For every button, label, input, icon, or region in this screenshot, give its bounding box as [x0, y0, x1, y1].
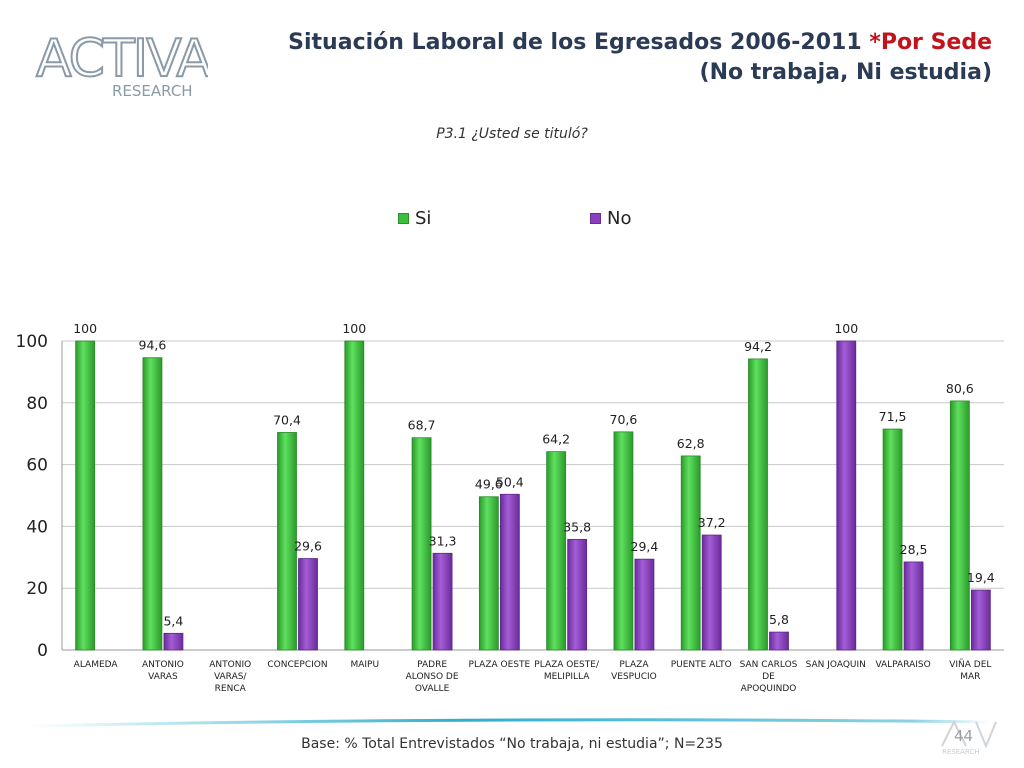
y-tick-label: 40 [26, 517, 48, 537]
data-label-no: 35,8 [563, 519, 591, 534]
x-tick-label: CONCEPCION [267, 660, 327, 670]
x-tick-label: PUENTE ALTO [671, 660, 732, 670]
bar-no [701, 534, 722, 651]
bar-no [298, 558, 318, 651]
data-label-si: 100 [73, 321, 97, 336]
x-tick-label: MAR [960, 672, 980, 682]
x-tick-label: VARAS/ [214, 672, 247, 682]
legend-label-si: Si [415, 208, 432, 229]
bar-no [567, 538, 588, 651]
data-label-si: 62,8 [677, 436, 705, 451]
data-label-si: 94,6 [139, 338, 167, 353]
y-tick-label: 80 [26, 394, 48, 414]
x-tick-label: ANTONIO [209, 660, 251, 670]
x-tick-label: OVALLE [415, 684, 450, 694]
data-label-si: 70,4 [273, 412, 301, 427]
data-label-no: 31,3 [429, 533, 457, 548]
x-tick-label: SAN JOAQUIN [806, 660, 866, 670]
x-tick-label: SAN CARLOS [740, 660, 798, 670]
x-tick-label: PADRE [417, 660, 447, 670]
bar-no [432, 552, 453, 651]
bar-si [75, 340, 96, 651]
data-label-si: 80,6 [946, 381, 974, 396]
x-tick-label: DE [762, 672, 775, 682]
y-tick-label: 100 [16, 332, 48, 352]
x-tick-label: MAIPU [350, 660, 379, 670]
data-label-si: 64,2 [542, 432, 570, 447]
logo-sub: RESEARCH [112, 82, 193, 100]
data-label-si: 71,5 [879, 409, 907, 424]
base-note: Base: % Total Entrevistados “No trabaja,… [301, 736, 723, 752]
data-label-no: 5,4 [163, 613, 183, 628]
chart-title: P3.1 ¿Usted se tituló? [436, 126, 588, 142]
data-label-si: 100 [342, 321, 366, 336]
logo-word: ACTIVA [36, 29, 208, 89]
footer-swoosh [29, 718, 991, 728]
slide-title: Situación Laboral de los Egresados 2006-… [288, 28, 992, 88]
data-label-no: 29,6 [294, 539, 322, 554]
data-label-no: 5,8 [769, 612, 789, 627]
bar-si [949, 400, 970, 651]
bar-no [163, 632, 184, 651]
legend-item-no: No [590, 208, 631, 229]
svg-text:RESEARCH: RESEARCH [942, 748, 980, 756]
x-tick-label: ALONSO DE [406, 672, 459, 682]
x-tick-label: PLAZA [619, 660, 649, 670]
data-label-no: 50,4 [496, 474, 524, 489]
bar-no [634, 558, 655, 651]
legend-swatch-no [590, 213, 601, 224]
title-main: Situación Laboral de los Egresados 2006-… [288, 30, 870, 55]
page-number: 44 [954, 727, 974, 745]
y-tick-label: 60 [26, 456, 48, 476]
data-label-si: 49,6 [475, 477, 503, 492]
title-subtitle: (No trabaja, Ni estudia) [699, 60, 992, 85]
bar-no [769, 631, 789, 651]
data-label-no: 37,2 [698, 515, 726, 530]
data-label-no: 100 [834, 321, 858, 336]
x-tick-label: VALPARAISO [875, 660, 930, 670]
bar-si [613, 431, 634, 651]
x-tick-label: MELIPILLA [544, 672, 590, 682]
title-accent: *Por Sede [869, 30, 992, 55]
bar-si [344, 340, 365, 651]
y-tick-label: 20 [26, 579, 48, 599]
data-label-si: 68,7 [408, 418, 436, 433]
data-label-no: 19,4 [967, 570, 995, 585]
x-tick-label: ALAMEDA [74, 660, 119, 670]
x-tick-label: APOQUINDO [741, 684, 797, 694]
bar-chart: 0 20 40 60 80 100 100 ALAMEDA 94,6 5,4 ANTONIO VARA… [16, 321, 1004, 694]
y-tick-label: 0 [37, 641, 48, 661]
legend-label-no: No [607, 208, 632, 229]
bar-no [903, 561, 924, 651]
x-tick-label: VARAS [148, 672, 178, 682]
x-tick-label: PLAZA OESTE/ [534, 660, 600, 670]
bar-si [411, 437, 432, 651]
footer-logo: RESEARCH [941, 719, 997, 756]
x-tick-label: VESPUCIO [611, 672, 657, 682]
bar-si [882, 428, 903, 651]
bar-si [680, 455, 701, 651]
data-label-si: 94,2 [744, 339, 772, 354]
bar-si [277, 432, 297, 651]
legend-item-si: Si [398, 208, 431, 229]
bar-no [970, 589, 991, 651]
data-label-no: 28,5 [900, 542, 928, 557]
data-label-si: 70,6 [610, 412, 638, 427]
bar-no [836, 340, 857, 651]
x-tick-label: PLAZA OESTE [469, 660, 531, 670]
data-label-no: 29,4 [631, 539, 659, 554]
bar-si [142, 357, 163, 651]
bar-si [478, 496, 499, 651]
x-tick-label: ANTONIO [142, 660, 184, 670]
bar-si [748, 358, 768, 651]
x-tick-label: VIÑA DEL [949, 659, 991, 670]
activa-research-logo: ACTIVA RESEARCH [35, 28, 208, 100]
x-tick-label: RENCA [215, 684, 247, 694]
legend-swatch-si [398, 213, 409, 224]
bar-si [546, 451, 567, 651]
bar-no [499, 493, 520, 651]
